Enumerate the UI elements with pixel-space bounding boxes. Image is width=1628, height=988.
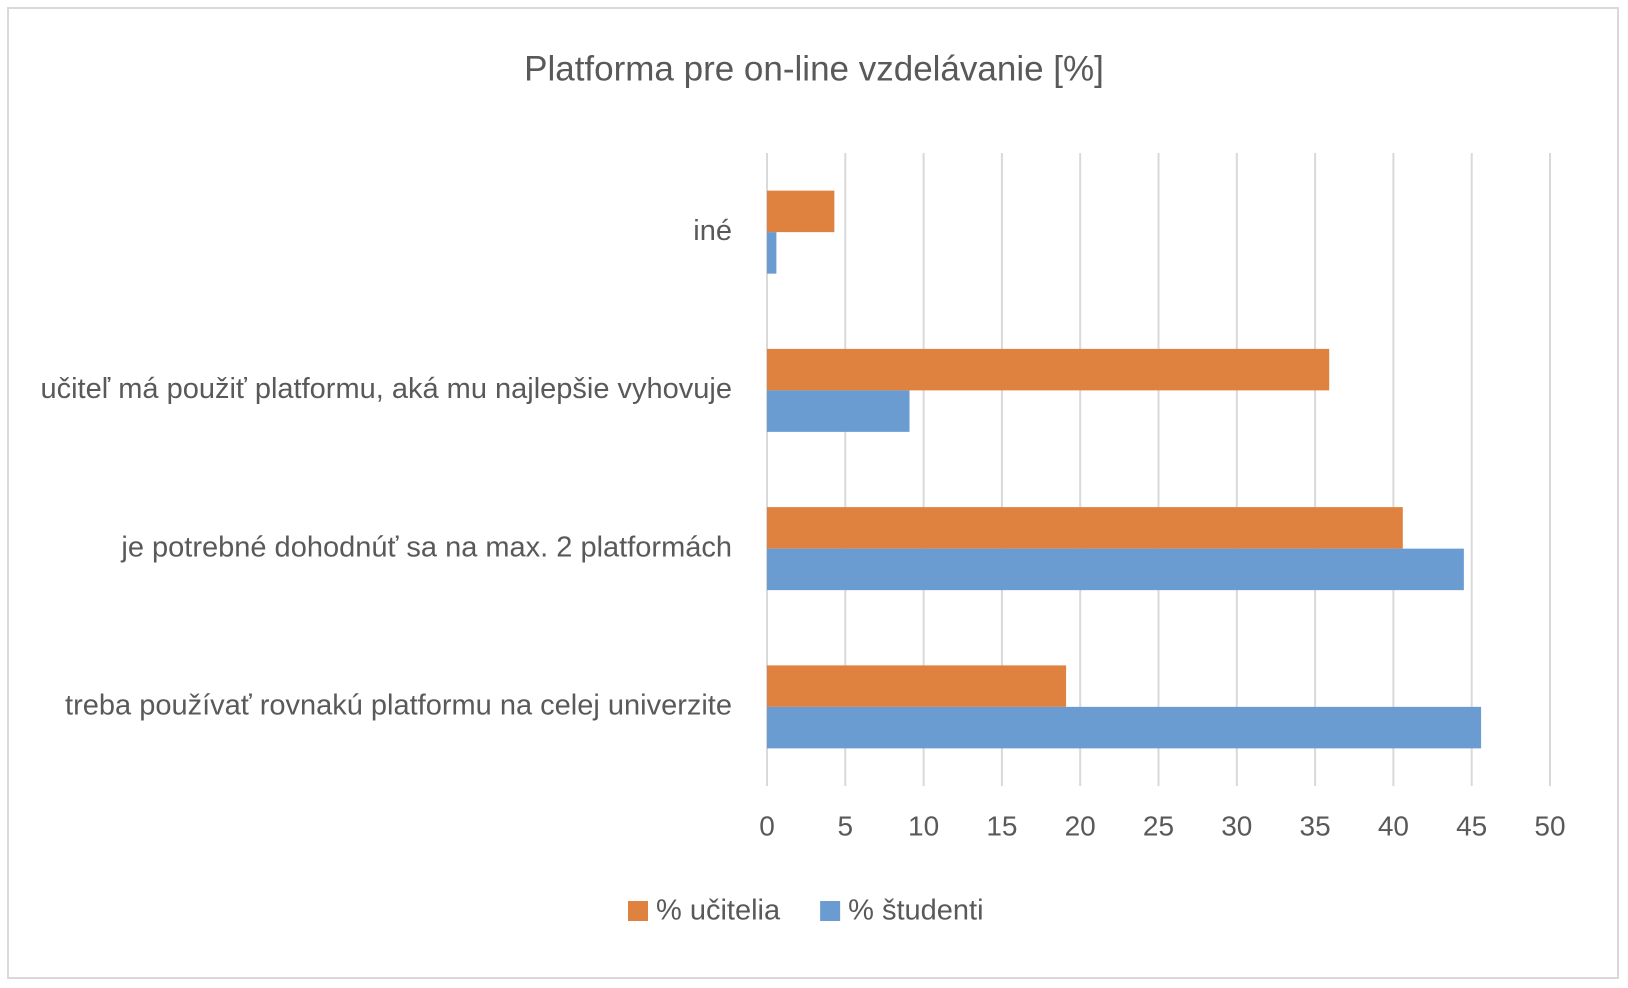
x-tick-label: 25: [1143, 810, 1174, 841]
x-tick-label: 40: [1378, 810, 1409, 841]
legend-label: % učitelia: [656, 895, 781, 927]
x-tick-label: 15: [986, 810, 1017, 841]
y-tick-label: treba používať rovnakú platformu na cele…: [65, 690, 732, 722]
bar: [767, 190, 835, 233]
bar: [767, 390, 910, 432]
legend-label: % študenti: [848, 895, 983, 927]
y-tick-label: učiteľ má použiť platformu, aká mu najle…: [40, 373, 732, 405]
bar: [767, 507, 1403, 549]
x-tick-label: 35: [1300, 810, 1331, 841]
x-tick-label: 30: [1221, 810, 1252, 841]
bar: [767, 706, 1482, 749]
legend-swatch: [820, 901, 841, 921]
legend-swatch: [628, 901, 648, 921]
chart-title: Platforma pre on-line vzdelávanie [%]: [524, 49, 1104, 88]
bar: [767, 548, 1464, 591]
y-tick-label: iné: [693, 215, 732, 247]
bar: [767, 232, 777, 274]
y-tick-label: je potrebné dohodnúť sa na max. 2 platfo…: [120, 531, 732, 563]
x-tick-label: 0: [759, 810, 775, 841]
bar: [767, 348, 1330, 391]
x-tick-label: 50: [1534, 810, 1565, 841]
bar: [767, 665, 1067, 707]
x-tick-label: 5: [838, 810, 854, 841]
x-tick-label: 10: [908, 810, 939, 841]
x-tick-label: 45: [1456, 810, 1487, 841]
x-tick-label: 20: [1065, 810, 1096, 841]
chart-border: [7, 7, 1619, 979]
